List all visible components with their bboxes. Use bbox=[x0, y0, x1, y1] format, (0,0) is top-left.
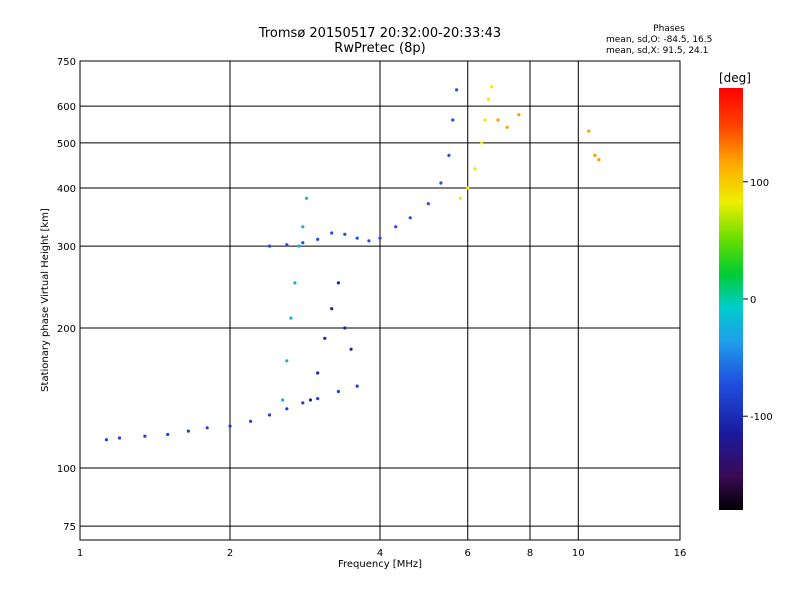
data-point bbox=[378, 236, 382, 240]
data-point bbox=[587, 129, 591, 133]
plot-frame bbox=[79, 60, 681, 541]
data-point bbox=[301, 225, 305, 229]
trace-spread-f-column-2-6-mhz bbox=[281, 196, 309, 402]
data-point bbox=[285, 243, 289, 247]
data-point bbox=[480, 141, 484, 145]
data-point bbox=[473, 167, 477, 171]
y-tick-label: 400 bbox=[57, 184, 76, 195]
data-point bbox=[343, 326, 347, 330]
data-point bbox=[367, 239, 371, 243]
y-axis: 75 100 200 300 400 500 600 750 bbox=[57, 57, 76, 533]
y-tick-label: 200 bbox=[57, 324, 76, 335]
data-point bbox=[228, 424, 232, 428]
data-point bbox=[297, 244, 301, 248]
data-point bbox=[355, 236, 359, 240]
y-tick-label: 500 bbox=[57, 139, 76, 150]
data-point bbox=[483, 118, 487, 122]
data-point bbox=[267, 244, 272, 248]
data-point bbox=[117, 436, 122, 440]
data-point bbox=[143, 434, 147, 438]
trace-x-mode-trace bbox=[458, 85, 494, 200]
data-point bbox=[301, 401, 305, 405]
trace-x-mode-scattered bbox=[496, 113, 601, 162]
colorbar bbox=[719, 88, 743, 510]
data-point bbox=[593, 153, 597, 157]
x-tick-label: 8 bbox=[527, 548, 533, 559]
data-point bbox=[458, 196, 462, 200]
data-point bbox=[355, 384, 359, 388]
data-point bbox=[517, 113, 521, 117]
colorbar-ticks: 100 0 -100 bbox=[743, 178, 773, 423]
data-point bbox=[426, 202, 430, 206]
data-point bbox=[267, 413, 272, 417]
colorbar-tick-label: -100 bbox=[750, 412, 773, 423]
data-point bbox=[451, 118, 455, 122]
data-point bbox=[308, 398, 312, 402]
chart-title: Tromsø 20150517 20:32:00-20:33:43 RwPret… bbox=[259, 26, 501, 56]
y-tick-label: 75 bbox=[63, 522, 76, 533]
x-tick-label: 2 bbox=[227, 548, 233, 559]
data-point bbox=[249, 419, 253, 423]
data-point bbox=[505, 125, 509, 129]
data-point bbox=[316, 397, 320, 401]
data-point bbox=[285, 359, 289, 363]
data-point bbox=[466, 186, 470, 190]
y-axis-label: Stationary phase Virtual Height [km] bbox=[40, 208, 51, 392]
x-tick-label: 6 bbox=[465, 548, 471, 559]
data-point bbox=[439, 181, 443, 185]
data-point bbox=[316, 371, 320, 375]
x-axis: 1 2 4 6 8 10 16 bbox=[77, 548, 687, 559]
y-tick-label: 600 bbox=[57, 102, 76, 113]
x-tick-label: 16 bbox=[674, 548, 687, 559]
trace-spread-f-column-3-0-mhz bbox=[308, 281, 353, 402]
y-tick-label: 100 bbox=[57, 464, 76, 475]
data-points bbox=[104, 85, 601, 442]
colorbar-tick-label: 100 bbox=[750, 178, 769, 189]
x-tick-label: 1 bbox=[77, 548, 83, 559]
data-point bbox=[301, 241, 305, 245]
x-axis-label: Frequency [MHz] bbox=[338, 559, 422, 570]
trace-o-mode-f-trace-low bbox=[104, 384, 359, 442]
data-point bbox=[349, 347, 353, 351]
data-point bbox=[166, 432, 170, 437]
data-point bbox=[305, 196, 309, 200]
y-tick-label: 300 bbox=[57, 242, 76, 253]
grid bbox=[80, 60, 680, 540]
trace-o-mode-cusp bbox=[267, 88, 459, 248]
data-point bbox=[330, 231, 334, 235]
data-point bbox=[293, 281, 297, 285]
data-point bbox=[490, 85, 494, 89]
data-point bbox=[455, 88, 459, 92]
data-point bbox=[336, 389, 340, 394]
data-point bbox=[316, 237, 320, 241]
data-point bbox=[447, 153, 451, 157]
data-point bbox=[186, 429, 190, 433]
x-tick-label: 10 bbox=[572, 548, 585, 559]
stats-x-mode: mean, sd,X: 91.5, 24.1 bbox=[606, 46, 709, 56]
y-tick-label: 750 bbox=[57, 57, 76, 68]
colorbar-unit-label: [deg] bbox=[719, 71, 751, 85]
data-point bbox=[343, 232, 347, 236]
title-line-1: Tromsø 20150517 20:32:00-20:33:43 bbox=[258, 26, 502, 41]
phase-stats: Phases mean, sd,O: -84.5, 16.5 mean, sd,… bbox=[606, 24, 712, 57]
data-point bbox=[597, 158, 601, 162]
data-point bbox=[330, 307, 334, 311]
x-tick-label: 4 bbox=[377, 548, 383, 559]
stats-heading: Phases bbox=[653, 24, 685, 34]
data-point bbox=[496, 118, 500, 122]
data-point bbox=[323, 336, 327, 340]
data-point bbox=[394, 225, 398, 229]
data-point bbox=[281, 398, 285, 402]
data-point bbox=[205, 426, 209, 430]
data-point bbox=[289, 316, 293, 320]
data-point bbox=[104, 438, 108, 442]
data-point bbox=[408, 216, 412, 220]
title-line-2: RwPretec (8p) bbox=[334, 41, 426, 56]
data-point bbox=[486, 97, 490, 101]
stats-o-mode: mean, sd,O: -84.5, 16.5 bbox=[606, 35, 713, 45]
data-point bbox=[285, 407, 289, 411]
data-point bbox=[336, 281, 340, 285]
colorbar-tick-label: 0 bbox=[750, 295, 756, 306]
